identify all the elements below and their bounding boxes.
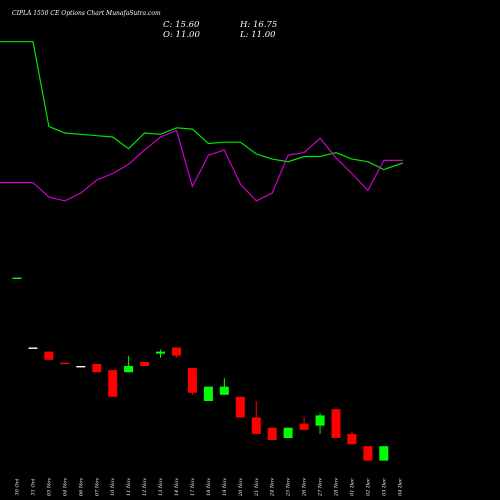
candle-body (315, 415, 325, 426)
x-tick-label: 10 Nov (110, 478, 116, 496)
x-tick-label: 11 Nov (126, 478, 132, 496)
x-tick-label: 24 Nov (270, 478, 276, 497)
candle-3 (44, 351, 54, 360)
candle-15 (235, 396, 245, 418)
candle-body (331, 409, 341, 438)
candle-17 (267, 427, 277, 440)
x-tick-label: 20 Nov (238, 478, 244, 497)
candle-body (60, 362, 70, 365)
candle-14 (219, 378, 229, 395)
x-tick-label: 25 Nov (286, 478, 292, 497)
candle-10 (156, 349, 165, 358)
x-tick-label: 02 Dec (365, 478, 371, 496)
x-tick-label: 27 Nov (318, 478, 324, 497)
candle-9 (140, 361, 150, 366)
candle-body (108, 370, 118, 397)
candle-body (12, 277, 22, 279)
x-tick-label: 06 Nov (78, 478, 84, 496)
indicator-line-1 (0, 41, 403, 171)
candle-body (156, 351, 165, 354)
candle-body (76, 366, 86, 368)
close-readout: C: 15.60 (163, 20, 200, 30)
candle-body (44, 351, 54, 360)
x-tick-label: 28 Nov (334, 478, 340, 497)
x-tick-label: 01 Dec (349, 478, 355, 496)
candle-23 (363, 446, 373, 461)
candle-12 (187, 368, 197, 395)
candle-body (124, 366, 134, 373)
candle-body (283, 427, 293, 438)
candle-11 (172, 347, 181, 358)
high-readout: H: 16.75 (239, 20, 277, 30)
candle-body (267, 427, 277, 440)
x-tick-label: 21 Nov (254, 478, 260, 497)
x-axis-tick-labels: 30 Oct 31 Oct 03 Nov 04 Nov 06 Nov 07 Nov 10 N… (15, 478, 404, 497)
x-tick-label: 04 Nov (62, 478, 68, 496)
x-tick-label: 03 Nov (46, 478, 52, 496)
x-tick-label: 13 Nov (158, 478, 164, 496)
candle-4 (60, 362, 70, 365)
candle-13 (203, 386, 213, 401)
candle-18 (283, 427, 293, 438)
candle-2 (28, 347, 38, 349)
x-tick-label: 26 Nov (302, 478, 308, 497)
x-tick-label: 19 Nov (222, 478, 228, 496)
low-readout: L: 11.00 (239, 30, 276, 40)
candle-16 (251, 401, 261, 434)
candle-22 (347, 431, 357, 445)
candle-6 (92, 364, 102, 373)
x-tick-label: 30 Oct (15, 478, 21, 496)
x-tick-label: 07 Nov (94, 478, 100, 496)
candle-7 (108, 370, 118, 397)
x-tick-label: 04 Dec (397, 478, 403, 496)
x-tick-label: 14 Nov (174, 478, 180, 496)
candle-body (92, 364, 102, 373)
x-tick-label: 17 Nov (190, 478, 196, 496)
candle-5 (76, 366, 86, 368)
candle-body (140, 361, 150, 366)
candle-body (363, 446, 373, 461)
candle-body (28, 347, 38, 349)
x-tick-label: 03 Dec (381, 478, 387, 496)
candle-21 (331, 409, 341, 438)
candle-19 (299, 417, 309, 430)
candle-body (347, 433, 357, 445)
candle-8 (124, 355, 134, 373)
candle-24 (379, 446, 389, 461)
candle-1 (12, 277, 22, 279)
candle-body (251, 417, 261, 434)
open-readout: O: 11.00 (163, 30, 200, 40)
indicator-line-2 (0, 129, 403, 202)
candle-body (299, 423, 309, 430)
x-tick-label: 18 Nov (206, 478, 212, 496)
x-tick-label: 12 Nov (142, 478, 148, 496)
candle-body (187, 368, 197, 393)
indicator-lines (0, 41, 403, 202)
candle-20 (315, 413, 325, 434)
candle-body (203, 386, 213, 401)
candle-body (219, 386, 229, 395)
x-tick-label: 31 Oct (31, 478, 37, 496)
candlesticks (12, 277, 389, 461)
candle-body (379, 446, 389, 461)
candle-body (172, 347, 181, 356)
chart-title: CIPLA 1550 CE Options Chart MunafaSutra.… (12, 10, 161, 17)
candle-body (235, 396, 245, 418)
